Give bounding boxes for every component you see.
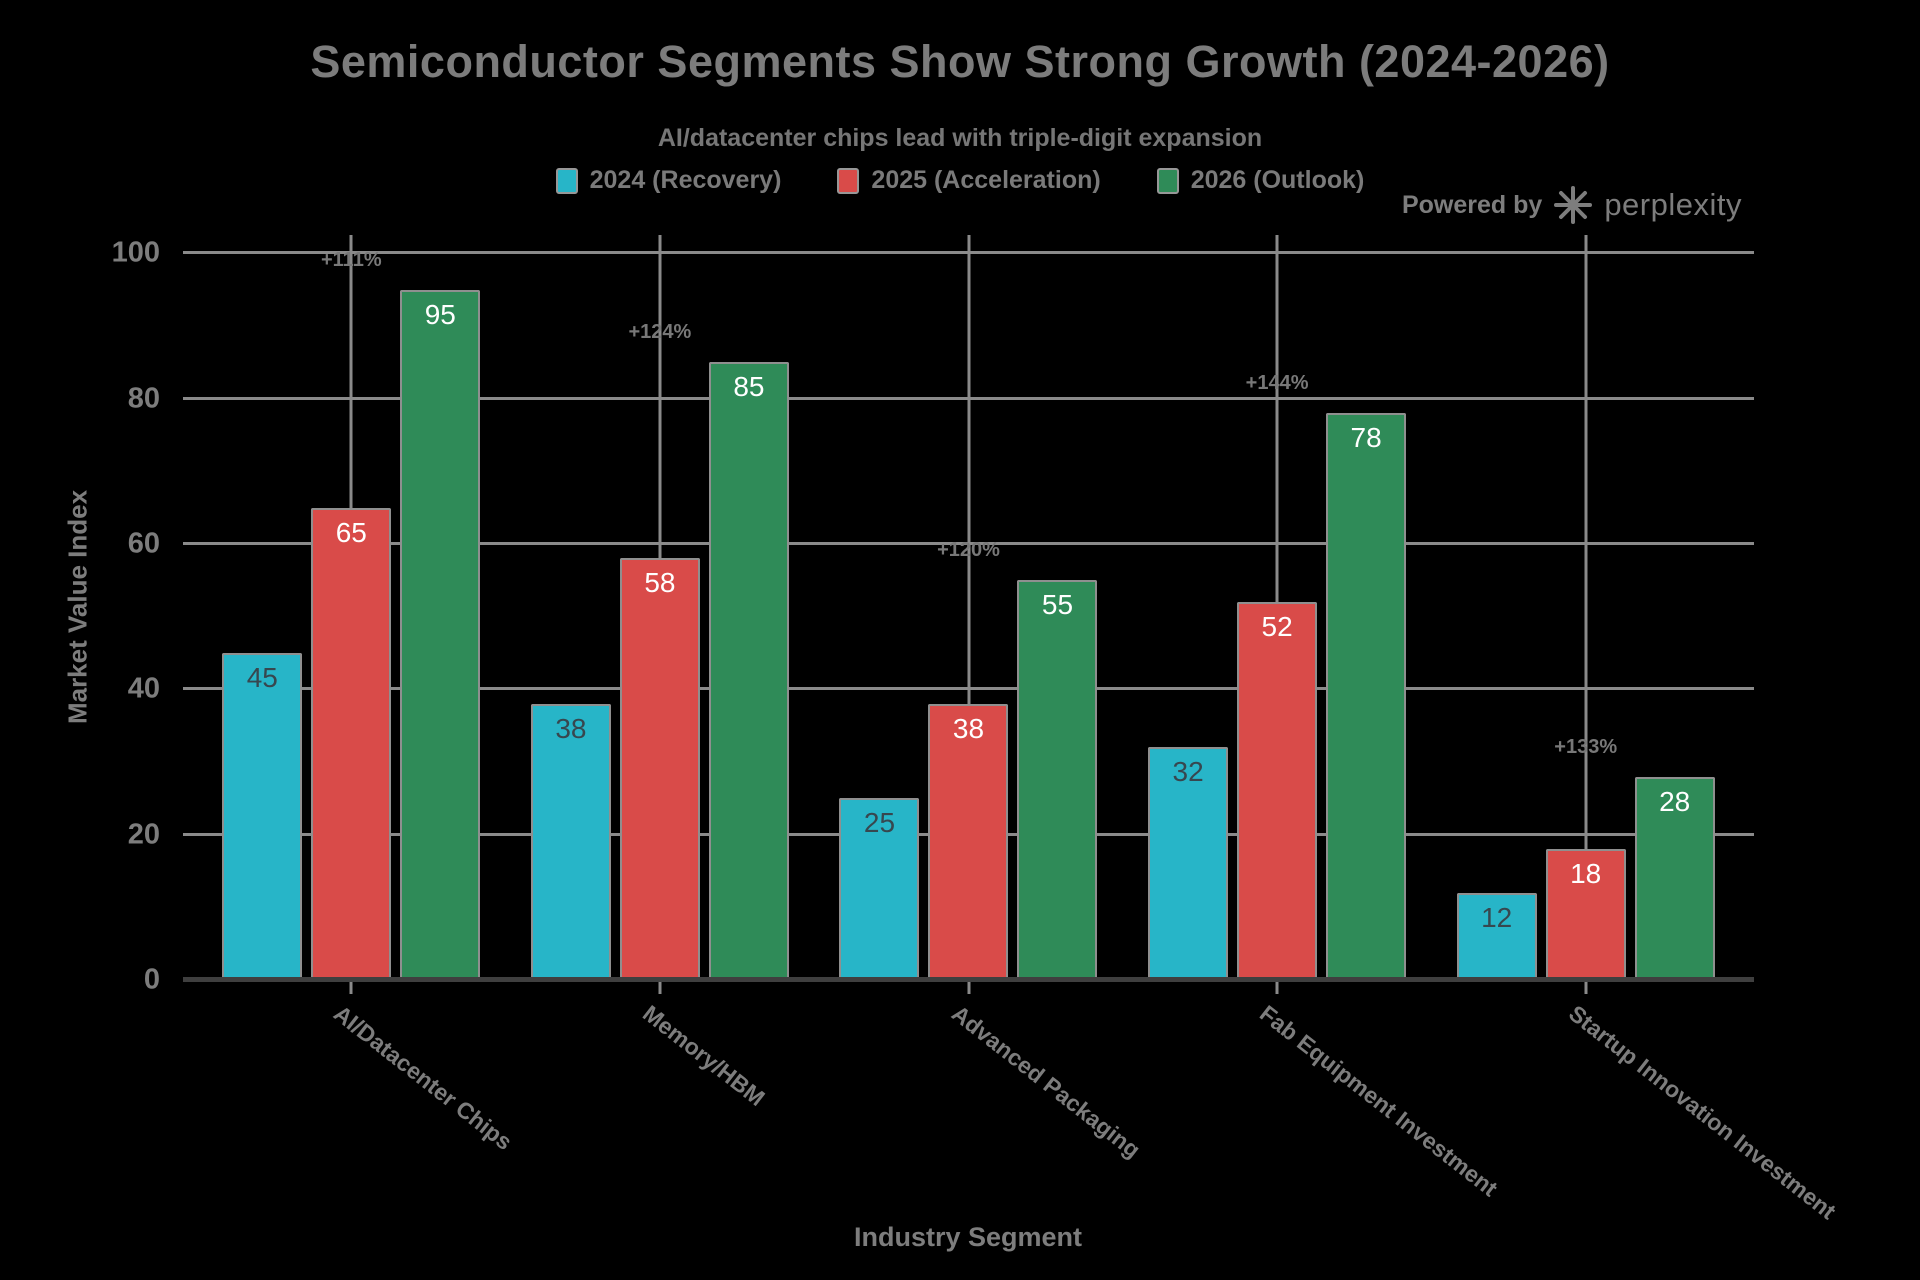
- bar[interactable]: 45: [222, 652, 303, 980]
- growth-annotation: +120%: [937, 539, 1000, 562]
- bar[interactable]: 38: [530, 703, 611, 980]
- bar[interactable]: 95: [400, 289, 481, 980]
- x-tick-label: Memory/HBM: [637, 1000, 770, 1111]
- bar[interactable]: 28: [1634, 776, 1715, 980]
- legend-label: 2024 (Recovery): [589, 166, 782, 194]
- bar-value-label: 45: [246, 661, 278, 693]
- x-tick-label: Advanced Packaging: [946, 1000, 1145, 1163]
- growth-annotation: +124%: [628, 321, 692, 344]
- bar-groups: 45 65 95 38 58 85 25 38 55 32 52 78 12 18 28: [197, 235, 1740, 980]
- y-tick-label: 100: [111, 236, 160, 269]
- x-tick-label: AI/Datacenter Chips: [329, 1000, 518, 1156]
- y-tick-label: 0: [143, 963, 160, 996]
- chart-title: Semiconductor Segments Show Strong Growt…: [310, 36, 1610, 87]
- h-gridline: [183, 541, 1754, 545]
- legend-label: 2025 (Acceleration): [871, 166, 1101, 194]
- growth-annotation: +144%: [1245, 372, 1309, 395]
- bar[interactable]: 58: [619, 558, 700, 980]
- h-gridline: [183, 687, 1754, 691]
- legend-swatch: [555, 167, 578, 194]
- bar[interactable]: 38: [928, 703, 1009, 980]
- bar-value-label: 38: [555, 712, 587, 744]
- legend-swatch: [837, 167, 860, 194]
- chart-subtitle: AI/datacenter chips lead with triple-dig…: [657, 124, 1263, 152]
- bar-value-label: 32: [1172, 756, 1204, 788]
- bar[interactable]: 18: [1545, 849, 1626, 980]
- powered-by-label: Powered by: [1401, 190, 1543, 219]
- legend-item[interactable]: 2025 (Acceleration): [837, 166, 1101, 195]
- v-gridline: [967, 235, 970, 994]
- bar-value-label: 78: [1350, 422, 1382, 454]
- y-tick-label: 40: [127, 672, 160, 705]
- x-tick-label: Startup Innovation Investment: [1563, 1000, 1841, 1225]
- bar-group: 25 38 55: [814, 235, 1123, 980]
- x-axis-title: Industry Segment: [853, 1222, 1083, 1252]
- bar[interactable]: 52: [1237, 602, 1318, 980]
- bar-value-label: 28: [1659, 785, 1691, 817]
- h-gridline: [183, 251, 1754, 255]
- bar-value-label: 95: [424, 298, 456, 330]
- bar-value-label: 25: [863, 807, 896, 839]
- bar-value-label: 52: [1261, 611, 1293, 643]
- bar[interactable]: 55: [1017, 580, 1098, 980]
- legend-swatch: [1156, 167, 1179, 194]
- y-axis-tick-labels: 0 20 40 60 80 100: [100, 235, 180, 996]
- bar-value-label: 85: [733, 371, 765, 403]
- y-tick-label: 20: [127, 818, 160, 851]
- perplexity-asterisk-icon: [1554, 186, 1593, 224]
- bar-group: 32 52 78: [1123, 235, 1432, 980]
- brand-name: perplexity: [1604, 187, 1742, 222]
- legend: 2024 (Recovery) 2025 (Acceleration) 2026 (…: [0, 166, 1920, 195]
- bar[interactable]: 65: [311, 507, 392, 980]
- plot-area: 45 65 95 38 58 85 25 38 55 32 52 78 12 18 28 AI/Datace…: [183, 235, 1841, 1224]
- bar-group: 45 65 95: [197, 235, 506, 980]
- bar[interactable]: 78: [1326, 413, 1407, 980]
- y-tick-label: 80: [127, 382, 160, 415]
- bar[interactable]: 85: [708, 362, 789, 980]
- x-axis-line: [183, 977, 1754, 982]
- bar-value-label: 38: [952, 712, 985, 744]
- y-axis-title: Market Value Index: [62, 489, 93, 725]
- powered-by-branding[interactable]: Powered by perplexity: [1402, 184, 1742, 226]
- bar[interactable]: 32: [1148, 747, 1229, 980]
- legend-item[interactable]: 2026 (Outlook): [1156, 166, 1365, 195]
- h-gridline: [183, 396, 1754, 400]
- bar[interactable]: 25: [839, 798, 920, 980]
- growth-annotation: +111%: [320, 248, 382, 271]
- bar-value-label: 18: [1570, 858, 1602, 890]
- v-gridline: [1584, 235, 1588, 994]
- growth-annotation: +133%: [1554, 735, 1618, 758]
- bar-group: 38 58 85: [506, 235, 815, 980]
- bar[interactable]: 12: [1456, 892, 1537, 980]
- y-tick-label: 60: [127, 527, 160, 560]
- legend-label: 2026 (Outlook): [1190, 166, 1365, 194]
- bar-group: 12 18 28: [1431, 235, 1740, 980]
- bar-value-label: 58: [644, 567, 676, 599]
- bar-value-label: 55: [1041, 589, 1074, 621]
- x-tick-label: Fab Equipment Investment: [1255, 1000, 1503, 1202]
- bar-value-label: 12: [1481, 901, 1513, 933]
- bar-value-label: 65: [335, 516, 367, 548]
- legend-item[interactable]: 2024 (Recovery): [555, 166, 782, 195]
